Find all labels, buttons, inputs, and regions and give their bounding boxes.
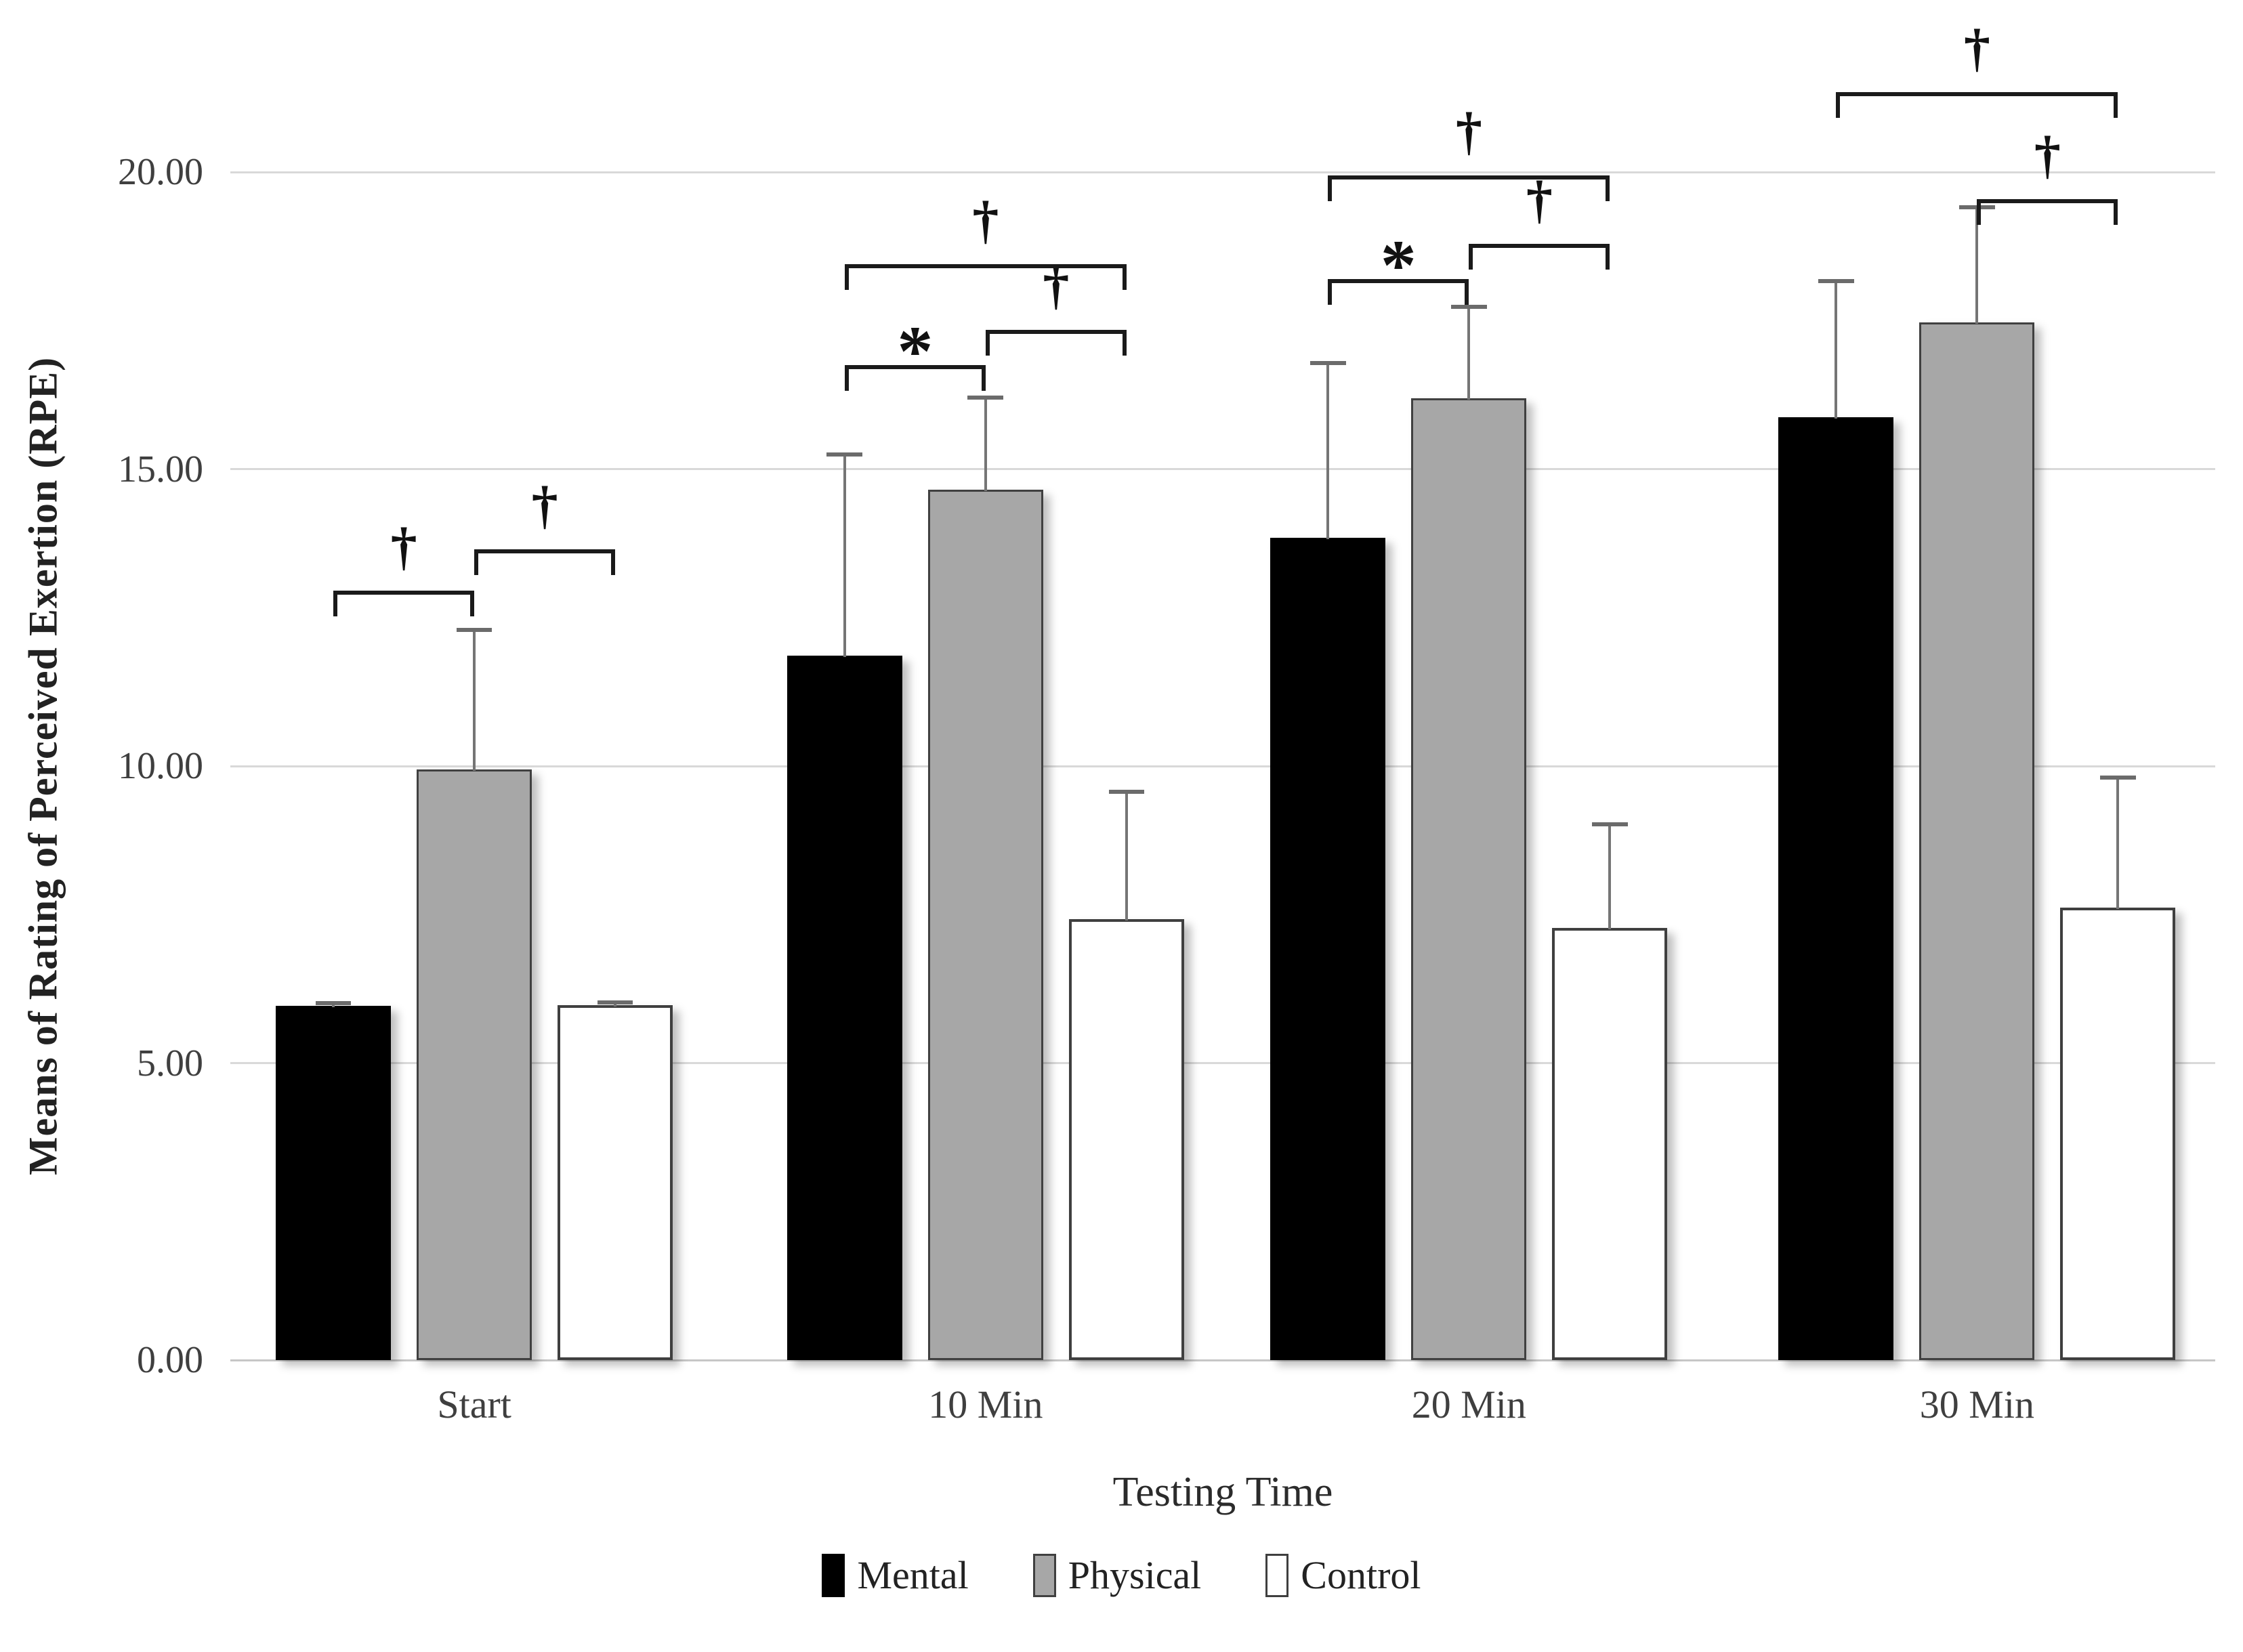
sig-bracket-mental-control-g3 <box>1328 175 1610 201</box>
bar-mental-10-min <box>787 656 902 1360</box>
error-bar-control-2 <box>1108 790 1145 921</box>
legend-swatch-control <box>1265 1553 1289 1597</box>
sig-bracket-mental-physical-g3 <box>1328 279 1469 305</box>
bar-control-20-min <box>1552 927 1668 1360</box>
sig-dagger-label: † <box>2034 125 2061 184</box>
gridline-20.00 <box>230 171 2215 173</box>
error-bar-stem <box>1835 280 1838 419</box>
bar-mental-start <box>276 1005 392 1360</box>
error-bar-physical-4 <box>1959 205 1995 324</box>
error-bar-stem <box>2116 776 2120 909</box>
bar-mental-20-min <box>1270 538 1386 1360</box>
bar-control-30-min <box>2060 907 2176 1360</box>
error-bar-stem <box>1975 206 1979 324</box>
legend-item-control: Control <box>1265 1552 1421 1598</box>
error-bar-stem <box>1467 306 1471 400</box>
x-tick-label-20-min: 20 Min <box>1411 1382 1526 1426</box>
sig-bracket-physical-control-g3 <box>1469 243 1610 270</box>
error-bar-cap <box>1108 790 1145 795</box>
error-bar-cap <box>1959 205 1995 209</box>
error-bar-physical-1 <box>456 628 492 771</box>
error-bar-control-1 <box>597 1000 633 1007</box>
legend: Mental Physical Control <box>0 1552 2243 1598</box>
sig-bracket-mental-physical-g2 <box>844 365 986 391</box>
error-bar-cap <box>597 1000 633 1004</box>
error-bar-stem <box>1608 823 1612 929</box>
sig-star-label: * <box>1380 226 1417 305</box>
error-bar-physical-2 <box>967 396 1004 491</box>
bar-physical-start <box>417 769 532 1360</box>
error-bar-mental-4 <box>1818 279 1854 419</box>
gridline-0.00 <box>230 1359 2215 1361</box>
sig-bracket-physical-control-g4 <box>1977 198 2118 225</box>
error-bar-cap <box>1818 279 1854 284</box>
error-bar-stem <box>473 629 476 771</box>
y-tick-label: 5.00 <box>137 1042 203 1084</box>
error-bar-cap <box>826 452 863 457</box>
error-bar-physical-3 <box>1450 305 1487 400</box>
x-axis-title: Testing Time <box>1112 1469 1333 1515</box>
error-bar-stem <box>984 397 987 491</box>
y-tick-label: 10.00 <box>118 745 203 788</box>
legend-label-physical: Physical <box>1068 1553 1202 1597</box>
error-bar-cap <box>1309 361 1346 366</box>
error-bar-cap <box>456 628 492 633</box>
legend-item-physical: Physical <box>1032 1552 1202 1598</box>
legend-swatch-physical <box>1032 1553 1056 1597</box>
sig-bracket-mental-control-g4 <box>1836 91 2118 118</box>
sig-dagger-label: † <box>1526 169 1553 229</box>
sig-bracket-mental-control-g2 <box>844 264 1127 291</box>
error-bar-cap <box>315 1000 352 1005</box>
sig-star-label: * <box>897 312 934 391</box>
error-bar-stem <box>1326 362 1330 540</box>
bar-physical-30-min <box>1919 322 2035 1360</box>
bar-physical-10-min <box>927 489 1043 1360</box>
error-bar-stem <box>1125 791 1128 921</box>
bar-control-10-min <box>1068 919 1184 1360</box>
y-tick-label: 20.00 <box>118 151 203 194</box>
x-tick-label-30-min: 30 Min <box>1919 1382 2034 1426</box>
sig-dagger-label: † <box>1963 18 1990 77</box>
sig-bracket-physical-control-g2 <box>985 329 1127 356</box>
gridline-5.00 <box>230 1062 2215 1065</box>
y-tick-label: 0.00 <box>137 1339 203 1381</box>
error-bar-control-3 <box>1591 822 1628 929</box>
sig-dagger-label: † <box>531 475 558 535</box>
y-tick-label: 15.00 <box>118 448 203 490</box>
error-bar-mental-3 <box>1309 361 1346 540</box>
error-bar-control-4 <box>2100 775 2136 909</box>
gridline-15.00 <box>230 468 2215 471</box>
error-bar-mental-1 <box>315 1000 352 1007</box>
error-bar-cap <box>2100 775 2136 780</box>
bar-mental-30-min <box>1778 417 1894 1360</box>
legend-label-mental: Mental <box>857 1553 969 1597</box>
error-bar-cap <box>1450 305 1487 310</box>
sig-bracket-physical-control-g1 <box>474 549 616 576</box>
legend-swatch-mental <box>822 1553 845 1597</box>
error-bar-stem <box>843 453 846 658</box>
error-bar-cap <box>1591 822 1628 826</box>
error-bar-cap <box>967 396 1004 400</box>
x-axis-tick-labels: Start 10 Min 20 Min 30 Min <box>230 1382 2215 1443</box>
gridline-10.00 <box>230 765 2215 767</box>
bar-control-start <box>558 1004 673 1360</box>
sig-dagger-label: † <box>390 517 417 576</box>
legend-item-mental: Mental <box>822 1552 969 1598</box>
sig-dagger-label: † <box>1455 101 1482 161</box>
sig-bracket-mental-physical-g1 <box>333 591 475 617</box>
sig-dagger-label: † <box>972 190 999 250</box>
error-bar-mental-2 <box>826 452 863 658</box>
plot-area: † † * † † * † † † † <box>230 0 2215 1361</box>
bar-physical-20-min <box>1411 398 1527 1360</box>
x-tick-label-10-min: 10 Min <box>928 1382 1043 1426</box>
legend-label-control: Control <box>1301 1553 1421 1597</box>
x-tick-label-start: Start <box>437 1382 511 1426</box>
